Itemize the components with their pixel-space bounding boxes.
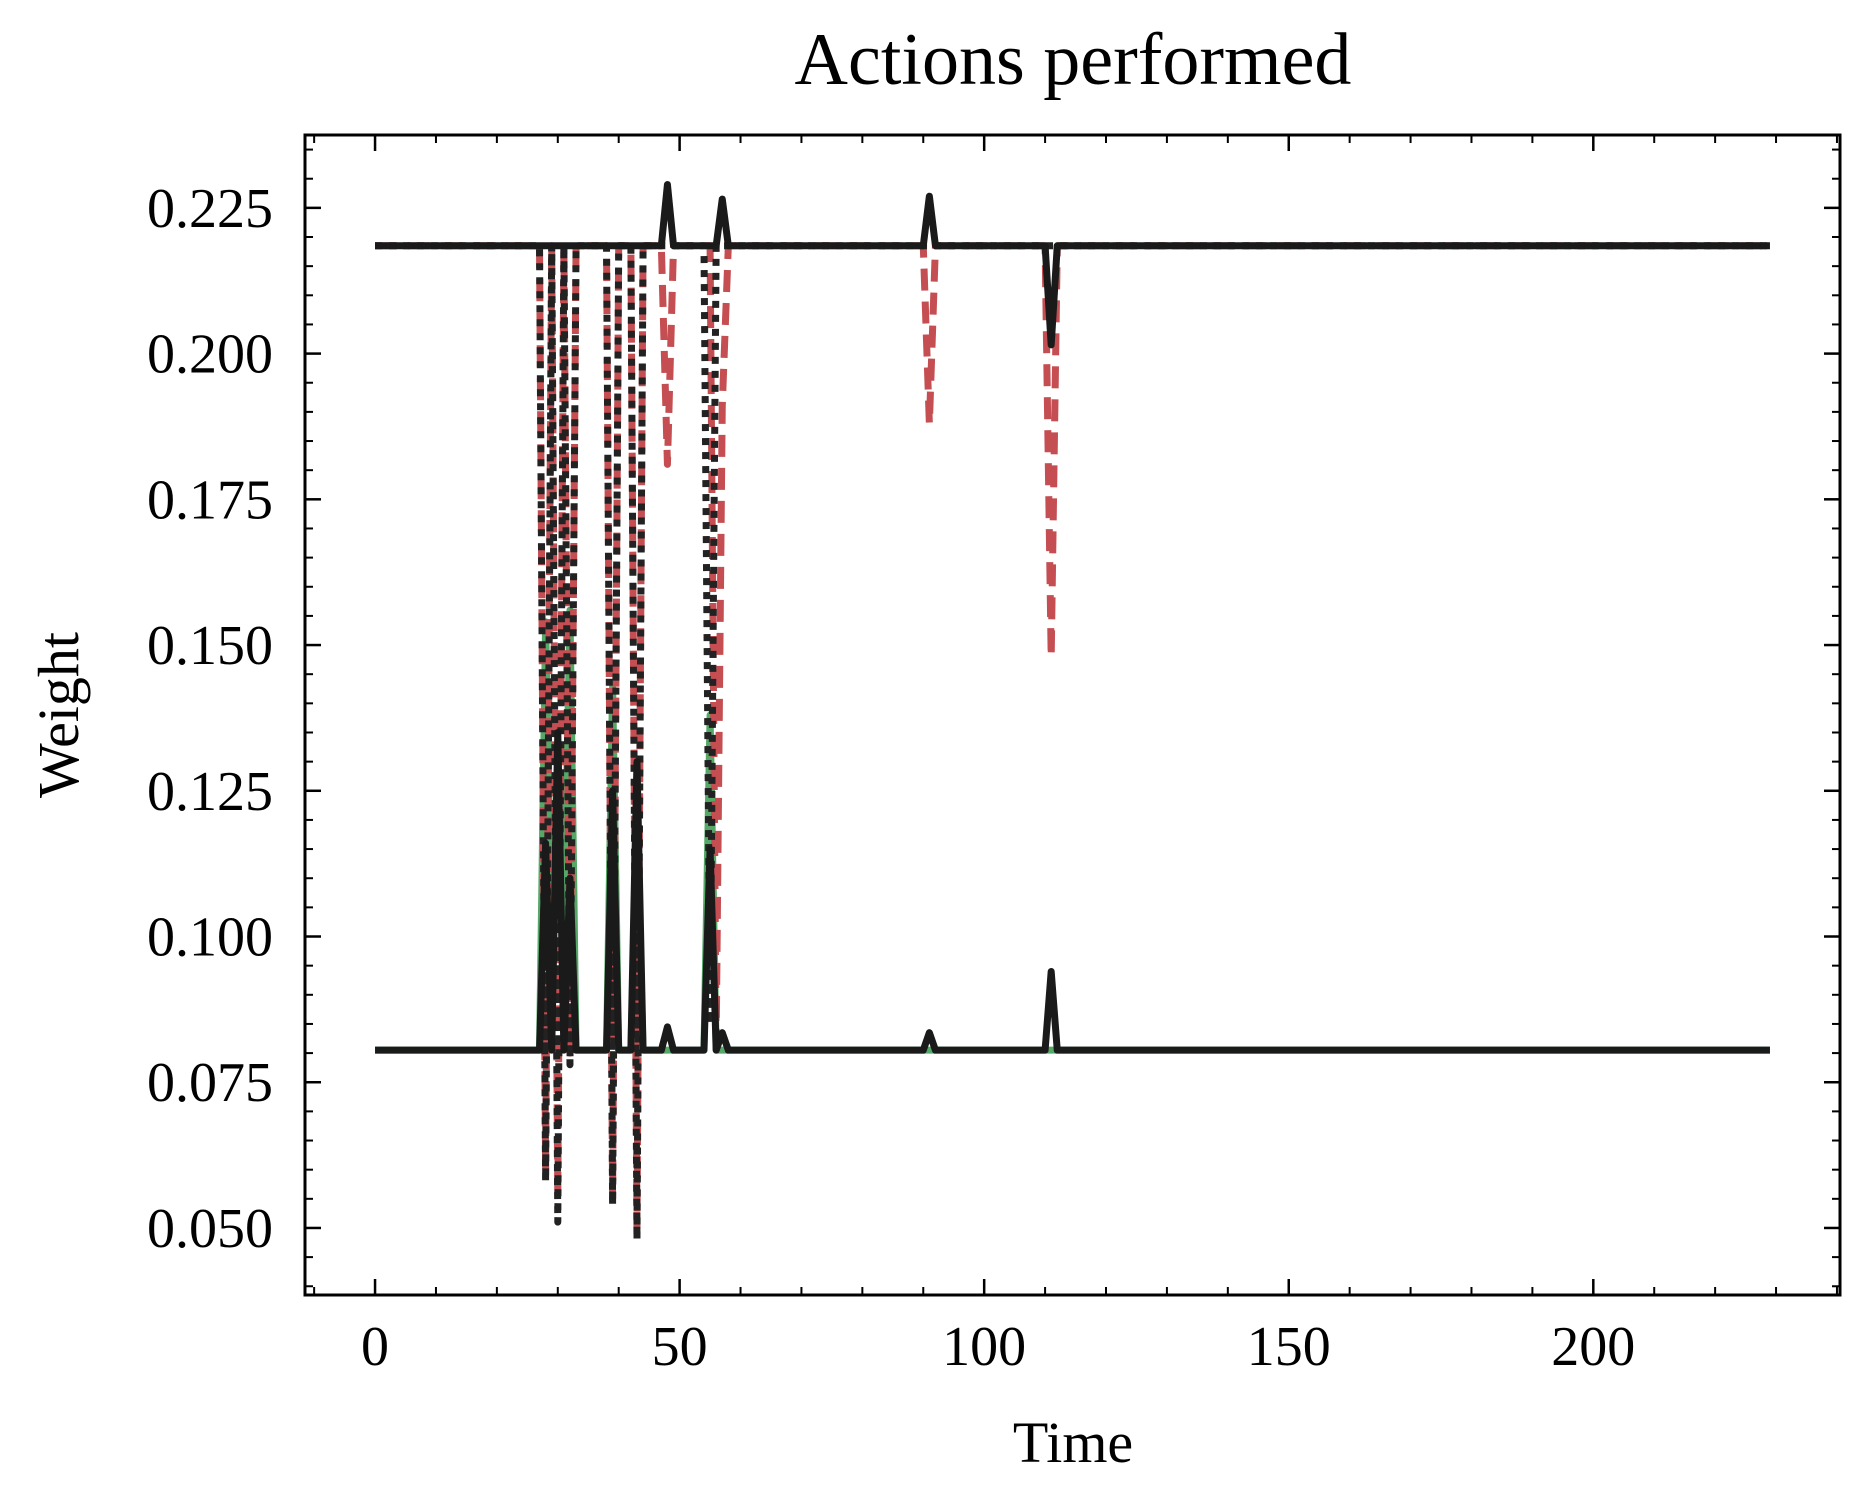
y-tick-label: 0.125 (147, 761, 273, 823)
y-tick-label: 0.225 (147, 178, 273, 240)
x-axis-label: Time (1013, 1410, 1133, 1475)
x-tick-label: 50 (652, 1316, 708, 1378)
series-line-4 (375, 728, 1770, 1054)
chart-title: Actions performed (795, 19, 1352, 101)
series-line-5 (375, 181, 1770, 349)
ticks-layer: 0 50 100 150 200 0.050 0.075 0.100 0.125 0.150 0.1… (147, 135, 1840, 1378)
series-line-2 (375, 242, 1770, 1232)
series-line-1 (375, 606, 1770, 1054)
x-tick-label: 200 (1551, 1316, 1635, 1378)
x-tick-label: 0 (361, 1316, 389, 1378)
series-layer (375, 181, 1770, 1244)
y-tick-label: 0.050 (147, 1198, 273, 1260)
y-tick-label: 0.200 (147, 324, 273, 386)
y-tick-label: 0.175 (147, 469, 273, 531)
series-line-3 (375, 242, 1770, 1244)
y-axis-label: Weight (26, 632, 91, 798)
plot-area-frame (303, 133, 1842, 1297)
x-tick-label: 150 (1247, 1316, 1331, 1378)
x-tick-label: 100 (942, 1316, 1026, 1378)
y-tick-label: 0.100 (147, 907, 273, 969)
y-tick-label: 0.075 (147, 1052, 273, 1114)
y-tick-label: 0.150 (147, 615, 273, 677)
